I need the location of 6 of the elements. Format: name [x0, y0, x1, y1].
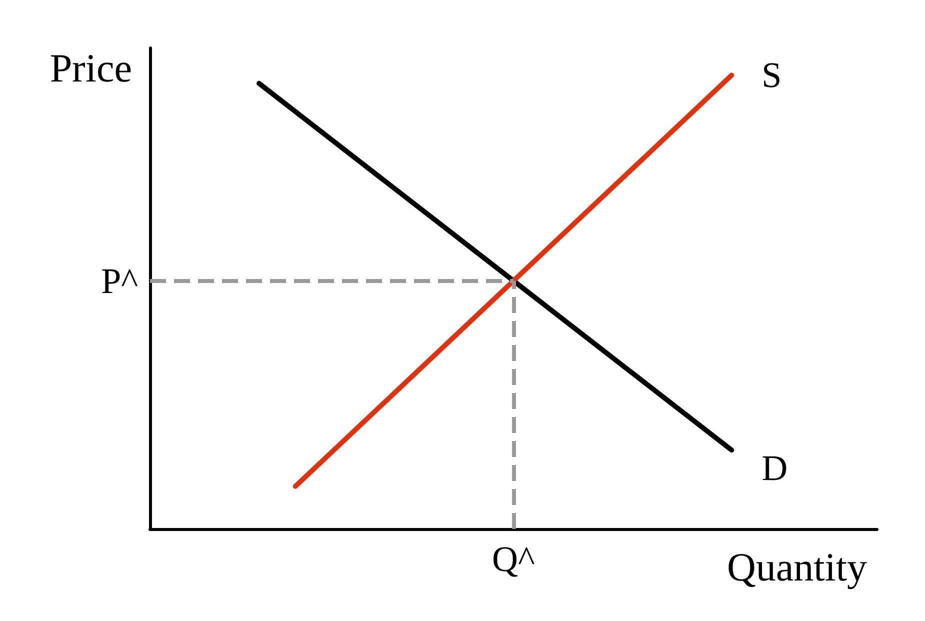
ref-line-label: P^	[101, 260, 138, 301]
series-label: D	[762, 448, 788, 488]
x-axis-title: Quantity	[727, 544, 867, 590]
series-label: S	[762, 55, 782, 96]
y-axis-title: Price	[50, 46, 132, 90]
text: Q^	[492, 539, 535, 579]
